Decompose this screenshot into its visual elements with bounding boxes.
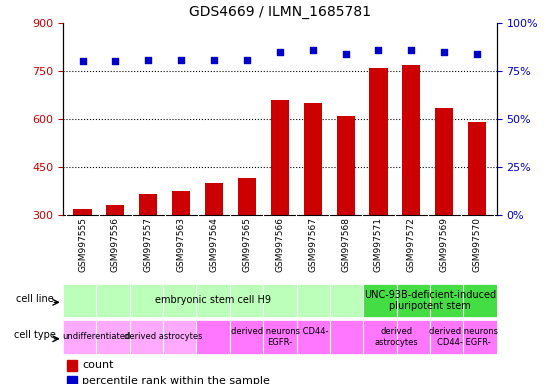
Text: GSM997564: GSM997564: [210, 217, 218, 272]
Bar: [205, 183, 223, 311]
Bar: [402, 65, 420, 311]
Text: count: count: [82, 360, 114, 370]
Text: GSM997571: GSM997571: [374, 217, 383, 272]
Text: GSM997557: GSM997557: [144, 217, 153, 272]
Text: GSM997555: GSM997555: [78, 217, 87, 272]
Bar: [304, 103, 322, 311]
Point: [276, 49, 284, 55]
Text: GSM997567: GSM997567: [308, 217, 317, 272]
Text: embryonic stem cell H9: embryonic stem cell H9: [155, 295, 271, 306]
Text: undifferentiated: undifferentiated: [62, 333, 130, 341]
Title: GDS4669 / ILMN_1685781: GDS4669 / ILMN_1685781: [189, 5, 371, 19]
Bar: [129, 320, 197, 354]
Point: [407, 47, 416, 53]
Bar: [363, 284, 497, 317]
Text: GSM997569: GSM997569: [440, 217, 449, 272]
Bar: [63, 284, 363, 317]
Text: GSM997570: GSM997570: [473, 217, 482, 272]
Text: derived neurons
CD44- EGFR-: derived neurons CD44- EGFR-: [429, 327, 498, 347]
Text: derived
astrocytes: derived astrocytes: [375, 327, 419, 347]
Point: [177, 56, 186, 63]
Bar: [370, 68, 388, 311]
Point: [78, 58, 87, 65]
Bar: [363, 320, 430, 354]
Point: [242, 56, 251, 63]
Point: [473, 51, 482, 57]
Bar: [67, 376, 76, 384]
Point: [374, 47, 383, 53]
Bar: [271, 100, 289, 311]
Text: GSM997556: GSM997556: [111, 217, 120, 272]
Bar: [67, 360, 76, 371]
Bar: [197, 320, 363, 354]
Text: percentile rank within the sample: percentile rank within the sample: [82, 376, 270, 384]
Point: [111, 58, 120, 65]
Text: GSM997565: GSM997565: [242, 217, 252, 272]
Bar: [74, 209, 92, 311]
Point: [341, 51, 350, 57]
Bar: [435, 108, 453, 311]
Text: UNC-93B-deficient-induced
pluripotent stem: UNC-93B-deficient-induced pluripotent st…: [364, 290, 496, 311]
Text: GSM997568: GSM997568: [341, 217, 350, 272]
Text: GSM997566: GSM997566: [275, 217, 284, 272]
Text: cell line: cell line: [16, 294, 54, 304]
Bar: [430, 320, 497, 354]
Point: [210, 56, 218, 63]
Bar: [468, 122, 486, 311]
Text: derived neurons CD44-
EGFR-: derived neurons CD44- EGFR-: [231, 327, 329, 347]
Bar: [238, 178, 256, 311]
Bar: [139, 194, 157, 311]
Text: GSM997563: GSM997563: [177, 217, 186, 272]
Text: derived astrocytes: derived astrocytes: [124, 333, 202, 341]
Bar: [63, 320, 129, 354]
Text: cell type: cell type: [14, 330, 56, 340]
Text: GSM997572: GSM997572: [407, 217, 416, 272]
Point: [308, 47, 317, 53]
Bar: [106, 205, 124, 311]
Point: [144, 56, 153, 63]
Bar: [172, 191, 190, 311]
Point: [440, 49, 449, 55]
Bar: [336, 116, 355, 311]
